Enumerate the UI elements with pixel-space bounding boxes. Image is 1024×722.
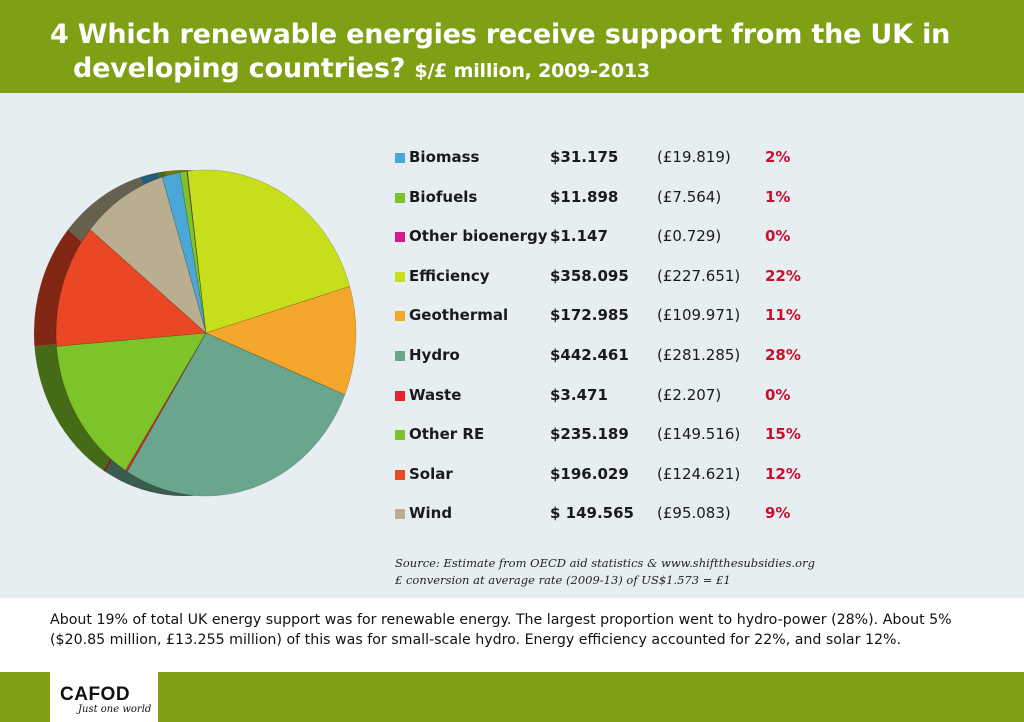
- legend-swatch: [395, 311, 405, 322]
- legend-swatch: [395, 390, 405, 401]
- legend-row-geothermal: Geothermal $172.985 (£109.971) 11%: [395, 305, 815, 327]
- legend-usd-value: $235.189: [550, 425, 629, 444]
- source-line-2: £ conversion at average rate (2009-13) o…: [395, 573, 731, 587]
- legend-row-hydro: Hydro $442.461 (£281.285) 28%: [395, 345, 815, 367]
- legend-gbp-value: (£19.819): [657, 148, 731, 166]
- legend-usd-value: $11.898: [550, 187, 619, 206]
- legend-usd-value: $3.471: [550, 385, 608, 404]
- legend-name: Solar: [409, 464, 453, 483]
- legend-swatch: [395, 232, 405, 243]
- legend-swatch: [395, 351, 405, 361]
- legend-row-biomass: Biomass $31.175 (£19.819) 2%: [395, 147, 815, 169]
- legend-row-solar: Solar $196.029 (£124.621) 12%: [395, 464, 815, 486]
- page-title-units: $/£ million, 2009-2013: [414, 60, 650, 82]
- legend-usd-value: $31.175: [550, 148, 619, 166]
- legend-swatch: [395, 153, 405, 163]
- legend-name: Biofuels: [409, 187, 478, 206]
- legend-gbp-value: (£227.651): [657, 266, 741, 285]
- legend-percent: 2%: [765, 148, 791, 166]
- legend-usd-value: $358.095: [550, 266, 629, 285]
- legend-gbp-value: (£95.083): [657, 504, 731, 523]
- legend-name: Geothermal: [409, 306, 509, 325]
- pie-slice-geothermal: [205, 286, 357, 396]
- pie-slice-waste: [125, 332, 207, 473]
- legend-swatch: [395, 192, 405, 203]
- legend-percent: 22%: [765, 266, 801, 285]
- legend-row-waste: Waste $3.471 (£2.207) 0%: [395, 385, 815, 407]
- source-note: Source: Estimate from OECD aid statistic…: [395, 555, 825, 589]
- legend-swatch: [395, 271, 405, 282]
- legend-gbp-value: (£0.729): [657, 227, 722, 246]
- legend-usd-value: $ 149.565: [550, 504, 634, 523]
- legend-name: Waste: [409, 385, 462, 404]
- pie-slice-other-bioenergy: [186, 170, 207, 334]
- pie-slices: [55, 169, 357, 497]
- header-bar: [0, 0, 1024, 93]
- legend-percent: 1%: [765, 187, 791, 206]
- pie-slice-other-re: [56, 332, 207, 471]
- pie-slice-efficiency: [187, 169, 351, 334]
- pie-slice-biomass: [161, 172, 207, 334]
- pie-slice-solar: [55, 229, 207, 347]
- legend-gbp-value: (£281.285): [657, 346, 741, 364]
- legend-percent: 9%: [765, 504, 791, 523]
- legend-gbp-value: (£109.971): [657, 306, 741, 325]
- legend-row-other-re: Other RE $235.189 (£149.516) 15%: [395, 424, 815, 446]
- legend-gbp-value: (£2.207): [657, 385, 722, 404]
- page-title-main: developing countries?: [73, 53, 406, 84]
- legend-name: Biomass: [409, 148, 480, 166]
- legend-usd-value: $172.985: [550, 306, 629, 325]
- legend-name: Other RE: [409, 425, 485, 444]
- legend-row-wind: Wind $ 149.565 (£95.083) 9%: [395, 503, 815, 525]
- source-line-1: Source: Estimate from OECD aid statistic…: [395, 556, 815, 570]
- legend-row-other-bioenergy: Other bioenergy $1.147 (£0.729) 0%: [395, 226, 815, 248]
- page-title-line-2: developing countries? $/£ million, 2009-…: [73, 53, 650, 84]
- pie-slice-biofuels: [179, 170, 207, 334]
- legend-row-biofuels: Biofuels $11.898 (£7.564) 1%: [395, 187, 815, 209]
- legend-percent: 15%: [765, 425, 801, 444]
- cafod-logo-text: CAFOD: [60, 684, 131, 705]
- legend-percent: 28%: [765, 346, 801, 364]
- legend-percent: 0%: [765, 227, 791, 246]
- legend-swatch: [395, 509, 405, 520]
- legend-swatch: [395, 430, 405, 441]
- legend-percent: 12%: [765, 464, 801, 483]
- legend-name: Efficiency: [409, 266, 490, 285]
- pie-slice-wind: [89, 176, 207, 334]
- legend-usd-value: $196.029: [550, 464, 629, 483]
- legend-usd-value: $442.461: [550, 346, 629, 364]
- page-title-line-1: 4 Which renewable energies receive suppo…: [50, 19, 951, 50]
- legend-name: Hydro: [409, 346, 460, 364]
- legend-percent: 11%: [765, 306, 801, 325]
- legend-name: Wind: [409, 504, 453, 523]
- legend-gbp-value: (£124.621): [657, 464, 741, 483]
- legend-gbp-value: (£7.564): [657, 187, 722, 206]
- cafod-logo-tagline: Just one world: [78, 704, 152, 715]
- legend-row-efficiency: Efficiency $358.095 (£227.651) 22%: [395, 266, 815, 288]
- summary-text: About 19% of total UK energy support was…: [50, 612, 952, 648]
- pie-chart: [34, 169, 357, 497]
- pie-slice-hydro: [126, 332, 346, 497]
- legend-gbp-value: (£149.516): [657, 425, 741, 444]
- legend-name: Other bioenergy: [409, 227, 548, 246]
- legend-swatch: [395, 469, 405, 480]
- footer-bar: [0, 672, 1024, 722]
- cafod-logo: [50, 672, 158, 722]
- legend-percent: 0%: [765, 385, 791, 404]
- legend-usd-value: $1.147: [550, 227, 608, 246]
